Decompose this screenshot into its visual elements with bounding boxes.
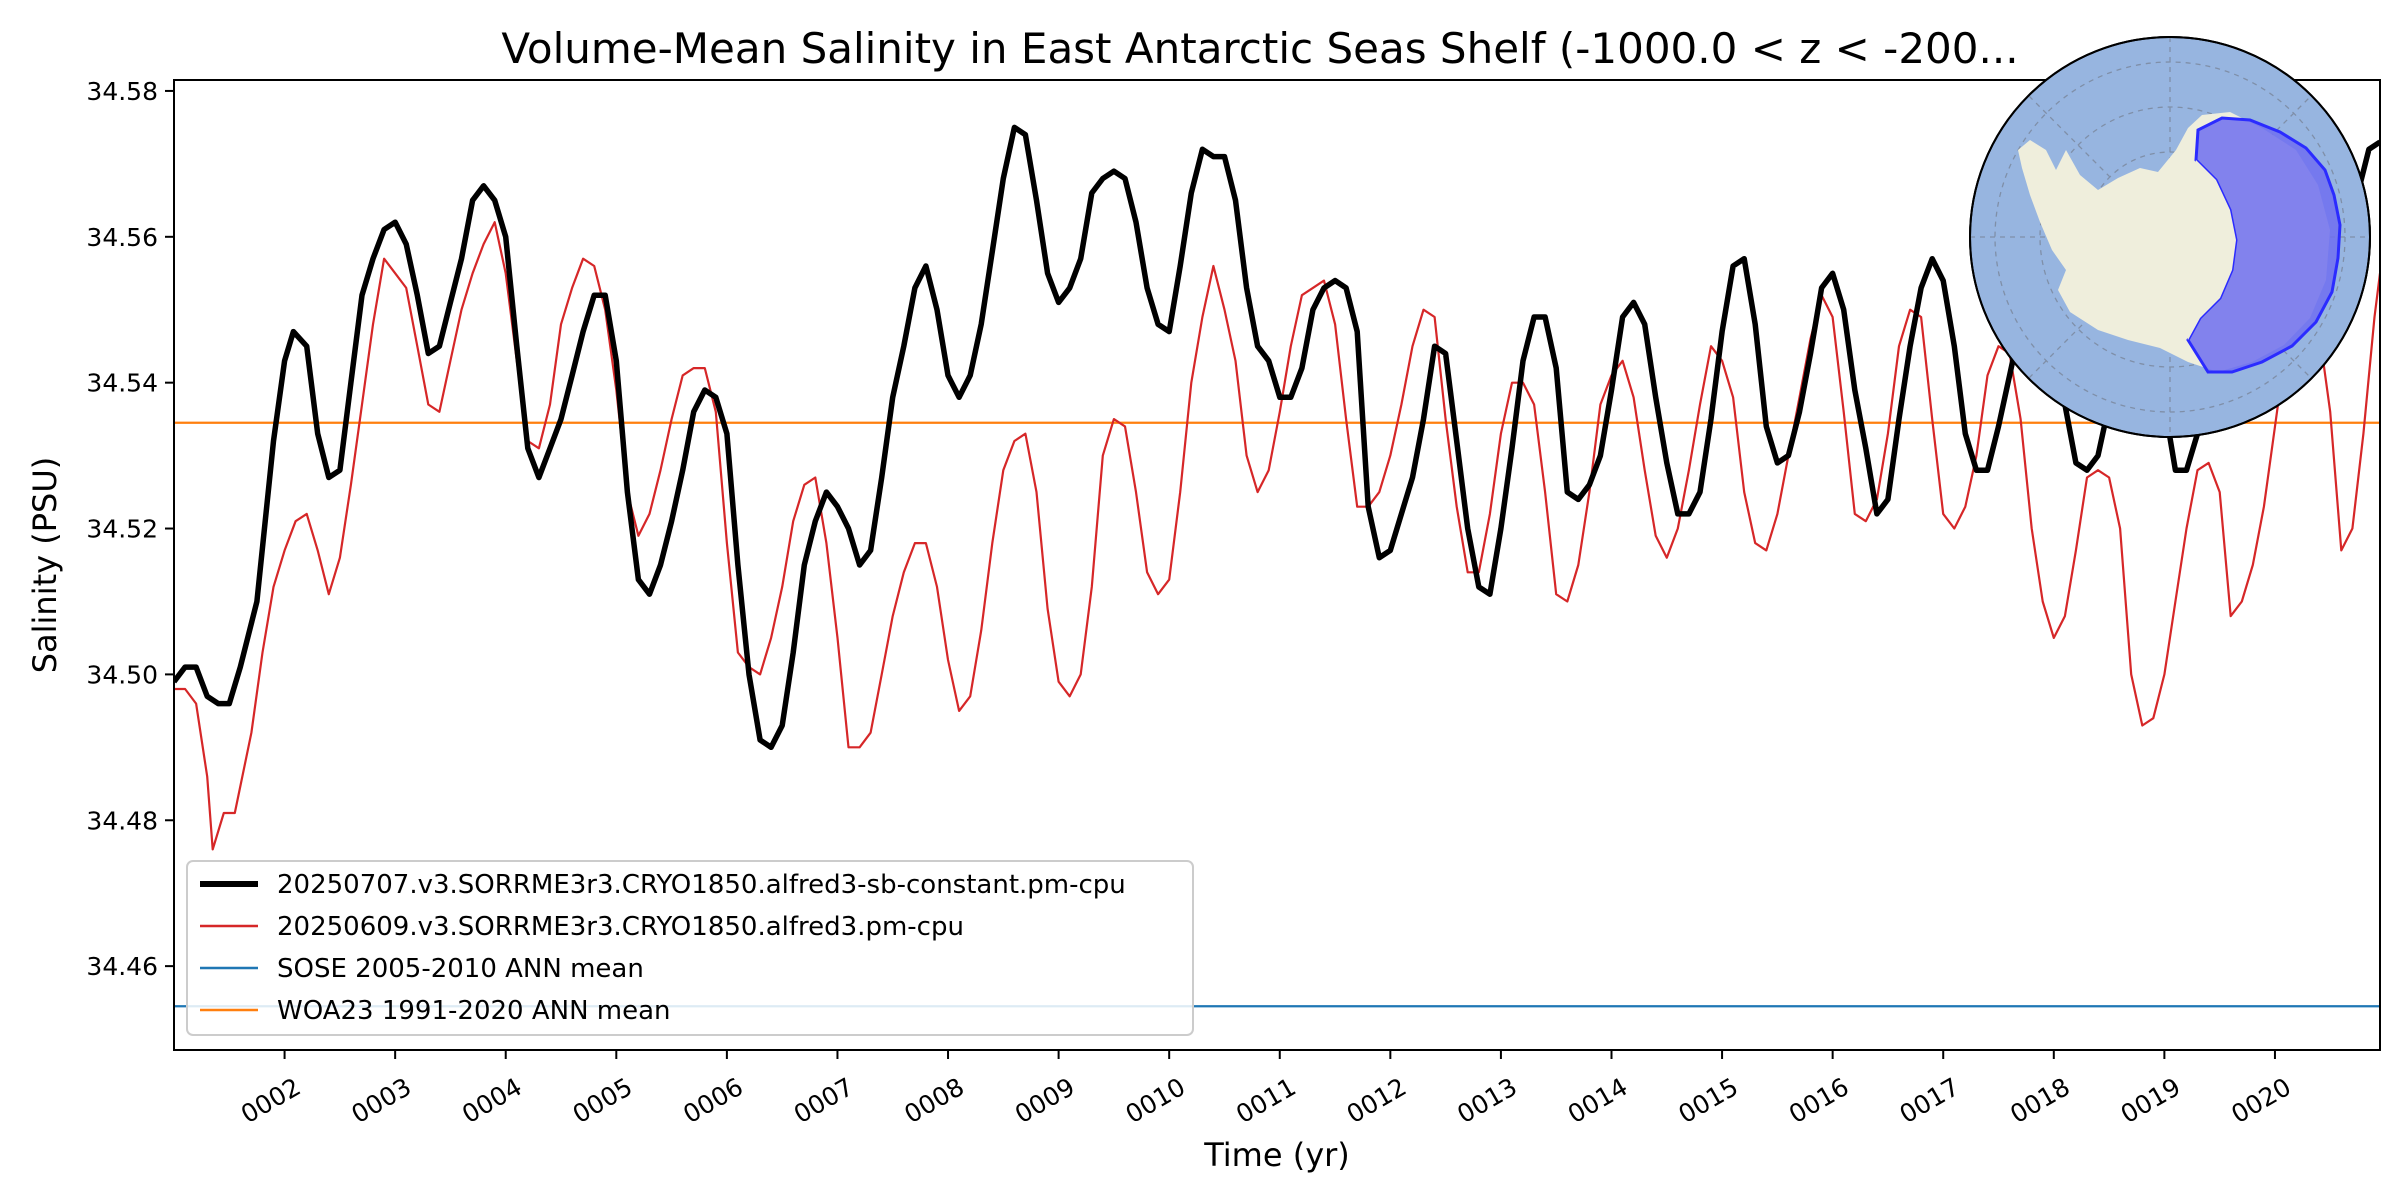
x-tick-label: 0011 bbox=[1231, 1072, 1301, 1129]
inset-map bbox=[1969, 36, 2371, 438]
x-tick-label: 0018 bbox=[2005, 1072, 2075, 1129]
legend-entry-1: 20250707.v3.SORRME3r3.CRYO1850.alfred3-s… bbox=[277, 870, 1126, 900]
legend-box bbox=[186, 860, 1194, 1036]
x-tick-label: 0003 bbox=[347, 1072, 417, 1129]
y-tick-label: 34.58 bbox=[86, 77, 158, 106]
x-tick-label: 0006 bbox=[678, 1072, 748, 1129]
x-tick-label: 0002 bbox=[236, 1072, 306, 1129]
series-1-line bbox=[174, 221, 2380, 851]
chart-title: Volume-Mean Salinity in East Antarctic S… bbox=[501, 24, 2018, 73]
x-axis: 0002 0003 0004 0005 0006 0007 0008 0009 0010 0011… bbox=[236, 1050, 2296, 1129]
x-axis-label: Time (yr) bbox=[1203, 1136, 1350, 1174]
y-axis: 34.46 34.48 34.50 34.52 34.54 34.56 34.58 bbox=[86, 77, 174, 981]
x-tick-label: 0016 bbox=[1784, 1072, 1854, 1129]
x-tick-label: 0007 bbox=[789, 1072, 859, 1129]
legend: 20250707.v3.SORRME3r3.CRYO1850.alfred3-s… bbox=[186, 860, 1194, 1036]
x-tick-label: 0009 bbox=[1010, 1072, 1080, 1129]
y-axis-label: Salinity (PSU) bbox=[26, 457, 64, 674]
x-tick-label: 0013 bbox=[1452, 1072, 1522, 1129]
x-tick-label: 0012 bbox=[1342, 1072, 1412, 1129]
x-tick-label: 0005 bbox=[568, 1072, 638, 1129]
y-tick-label: 34.48 bbox=[86, 806, 158, 835]
x-tick-label: 0019 bbox=[2116, 1072, 2186, 1129]
plot-frame bbox=[173, 79, 2381, 1051]
x-tick-label: 0017 bbox=[1895, 1072, 1965, 1129]
x-tick-label: 0004 bbox=[457, 1072, 527, 1129]
y-tick-label: 34.52 bbox=[86, 515, 158, 544]
x-tick-label: 0015 bbox=[1673, 1072, 1743, 1129]
legend-entry-3: SOSE 2005-2010 ANN mean bbox=[277, 954, 644, 984]
y-tick-label: 34.50 bbox=[86, 660, 158, 689]
y-tick-label: 34.54 bbox=[86, 369, 158, 398]
x-tick-label: 0008 bbox=[899, 1072, 969, 1129]
y-tick-label: 34.56 bbox=[86, 223, 158, 252]
x-tick-label: 0010 bbox=[1121, 1072, 1191, 1129]
series-layer bbox=[174, 124, 2380, 1008]
series-0-line bbox=[174, 124, 2380, 751]
east-antarctic-coast bbox=[2176, 160, 2236, 340]
y-tick-label: 34.46 bbox=[86, 952, 158, 981]
x-tick-label: 0014 bbox=[1563, 1072, 1633, 1129]
map-border bbox=[1969, 36, 2371, 438]
x-tick-label: 0020 bbox=[2226, 1072, 2296, 1129]
legend-entry-4: WOA23 1991-2020 ANN mean bbox=[277, 996, 671, 1026]
legend-entry-2: 20250609.v3.SORRME3r3.CRYO1850.alfred3.p… bbox=[277, 912, 964, 942]
